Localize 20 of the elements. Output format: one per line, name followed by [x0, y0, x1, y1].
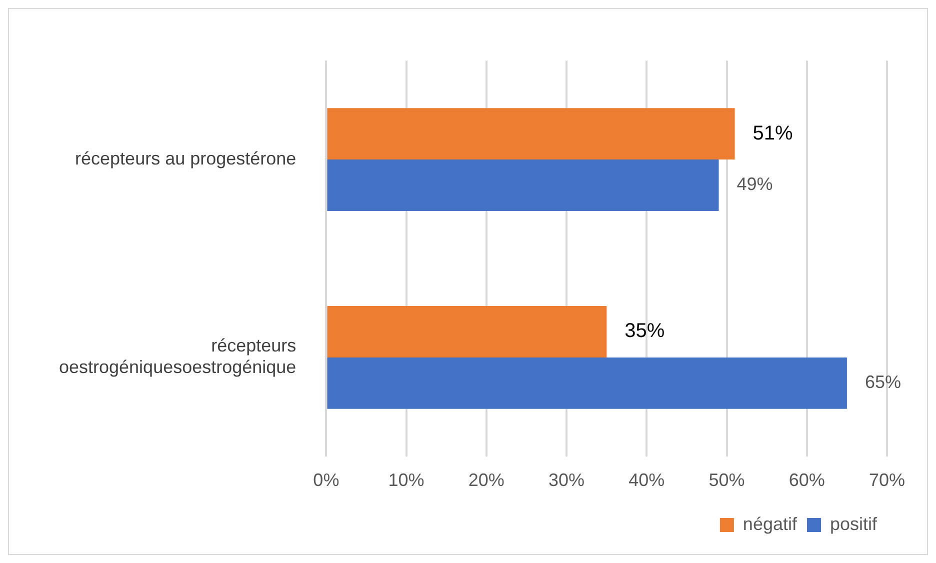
legend-label: positif	[830, 514, 878, 534]
x-tick-label: 20%	[468, 470, 504, 490]
x-tick-label: 60%	[788, 470, 825, 490]
data-label: 35%	[624, 320, 665, 342]
x-tick-label: 0%	[313, 470, 340, 490]
y-tick-label: récepteurs au progestérone	[75, 148, 296, 169]
bar	[327, 160, 719, 212]
data-label: 49%	[736, 174, 773, 194]
x-tick-label: 50%	[708, 470, 745, 490]
x-tick-label: 10%	[388, 470, 424, 490]
x-tick-label: 70%	[868, 470, 906, 490]
legend-label: négatif	[742, 514, 798, 534]
bar	[327, 357, 847, 409]
data-label: 65%	[864, 372, 901, 392]
bar	[327, 108, 735, 160]
y-tick-label: récepteurs oestrogéniquesoestrogénique	[58, 336, 296, 378]
data-label: 51%	[752, 122, 794, 144]
bar	[327, 306, 607, 358]
x-tick-label: 30%	[548, 470, 585, 490]
x-tick-label: 40%	[628, 470, 665, 490]
